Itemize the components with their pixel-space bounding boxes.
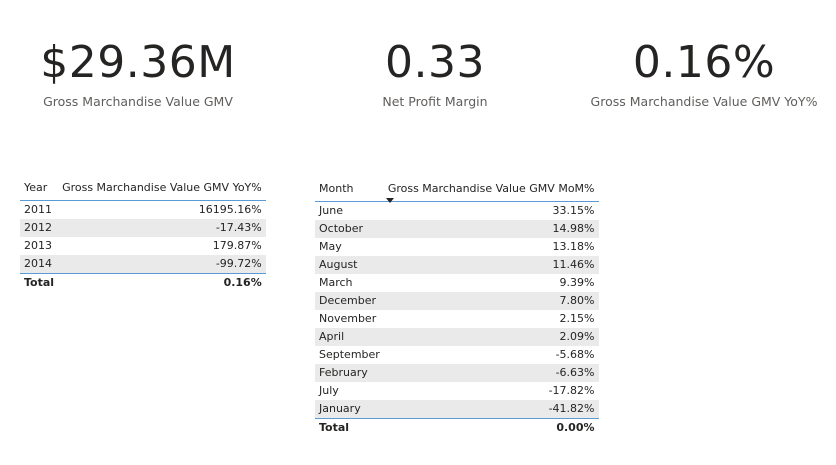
- row-label-cell: April: [319, 330, 345, 343]
- table-row[interactable]: November 2.15%: [315, 310, 599, 328]
- year-yoy-table: Year Gross Marchandise Value GMV YoY% 20…: [20, 176, 266, 292]
- row-value-cell: 11.46%: [552, 258, 595, 271]
- row-value-cell: 9.39%: [559, 276, 595, 289]
- kpi-label: Gross Marchandise Value GMV YoY%: [590, 94, 818, 109]
- row-label-cell: 2011: [24, 203, 52, 216]
- kpi-card-gmv-yoy: 0.16% Gross Marchandise Value GMV YoY%: [586, 37, 822, 110]
- total-label: Total: [24, 276, 55, 289]
- row-label-cell: October: [319, 222, 364, 235]
- column-header-gmv-mom[interactable]: Gross Marchandise Value GMV MoM%: [384, 177, 599, 203]
- table-row[interactable]: August 11.46%: [315, 255, 599, 274]
- table-row[interactable]: July -17.82%: [315, 382, 599, 400]
- row-label-cell: May: [319, 240, 342, 253]
- column-header-year[interactable]: Year: [24, 181, 48, 195]
- table-row[interactable]: April 2.09%: [315, 327, 599, 346]
- table-row[interactable]: December 7.80%: [315, 291, 599, 310]
- row-label-cell: September: [319, 348, 380, 361]
- row-label-cell: June: [319, 204, 343, 217]
- kpi-card-net-profit-margin: 0.33 Net Profit Margin: [360, 37, 510, 110]
- row-value-cell: 16195.16%: [198, 203, 262, 216]
- table-row[interactable]: January -41.82%: [315, 399, 599, 418]
- table-header-row: Month Gross Marchandise Value GMV MoM%: [315, 177, 599, 203]
- row-label-cell: August: [319, 258, 358, 271]
- row-label-cell: November: [319, 312, 377, 325]
- row-label-cell: February: [319, 366, 368, 379]
- row-value-cell: 14.98%: [552, 222, 595, 235]
- row-value-cell: -99.72%: [215, 257, 262, 270]
- row-value-cell: 7.80%: [559, 294, 595, 307]
- row-value-cell: 179.87%: [212, 239, 262, 252]
- table-total-row: Total 0.00%: [315, 418, 599, 437]
- kpi-label: Net Profit Margin: [382, 94, 488, 109]
- table-row[interactable]: 2013 179.87%: [20, 237, 266, 255]
- table-row[interactable]: 2014 -99.72%: [20, 254, 266, 273]
- row-value-cell: -6.63%: [555, 366, 595, 379]
- table-total-row: Total 0.16%: [20, 273, 266, 292]
- row-value-cell: -41.82%: [548, 402, 595, 415]
- table-row[interactable]: March 9.39%: [315, 274, 599, 292]
- row-label-cell: March: [319, 276, 353, 289]
- table-row[interactable]: 2011 16195.16%: [20, 200, 266, 219]
- column-header-label: Gross Marchandise Value GMV MoM%: [387, 182, 595, 196]
- row-value-cell: -17.43%: [215, 221, 262, 234]
- kpi-value: 0.33: [385, 37, 485, 88]
- table-row[interactable]: September -5.68%: [315, 346, 599, 364]
- total-value: 0.00%: [556, 421, 595, 434]
- table-header-row: Year Gross Marchandise Value GMV YoY%: [20, 176, 266, 200]
- row-label-cell: 2013: [24, 239, 52, 252]
- row-value-cell: 2.09%: [559, 330, 595, 343]
- column-header-gmv-yoy[interactable]: Gross Marchandise Value GMV YoY%: [62, 181, 262, 195]
- table-row[interactable]: 2012 -17.43%: [20, 218, 266, 237]
- table-row[interactable]: October 14.98%: [315, 219, 599, 238]
- table-row[interactable]: June 33.15%: [315, 201, 599, 220]
- row-label-cell: December: [319, 294, 377, 307]
- table-row[interactable]: February -6.63%: [315, 363, 599, 382]
- kpi-card-gmv: $29.36M Gross Marchandise Value GMV: [38, 37, 238, 110]
- sort-descending-icon[interactable]: [385, 197, 394, 203]
- total-label: Total: [319, 421, 350, 434]
- row-value-cell: 13.18%: [552, 240, 595, 253]
- row-label-cell: 2012: [24, 221, 52, 234]
- row-value-cell: -5.68%: [555, 348, 595, 361]
- row-value-cell: -17.82%: [548, 384, 595, 397]
- row-label-cell: January: [319, 402, 361, 415]
- column-header-month[interactable]: Month: [319, 182, 354, 196]
- row-value-cell: 33.15%: [552, 204, 595, 217]
- kpi-value: $29.36M: [40, 37, 236, 88]
- kpi-value: 0.16%: [632, 37, 776, 88]
- kpi-label: Gross Marchandise Value GMV: [43, 94, 233, 109]
- table-row[interactable]: May 13.18%: [315, 238, 599, 256]
- row-label-cell: 2014: [24, 257, 52, 270]
- row-label-cell: July: [319, 384, 339, 397]
- row-value-cell: 2.15%: [559, 312, 595, 325]
- month-mom-table: Month Gross Marchandise Value GMV MoM% J…: [315, 177, 599, 437]
- total-value: 0.16%: [223, 276, 262, 289]
